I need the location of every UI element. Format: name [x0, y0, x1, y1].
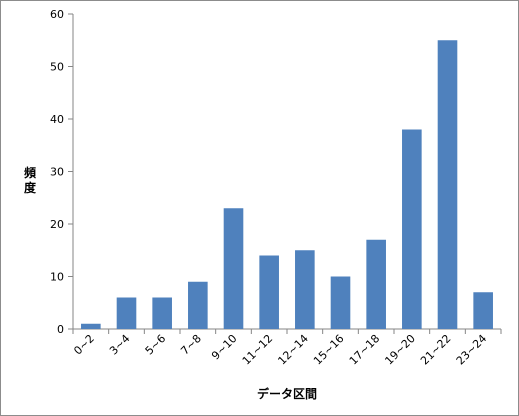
- bar: [81, 323, 101, 329]
- bar: [116, 297, 137, 329]
- x-tick-label: 0~2: [71, 332, 97, 358]
- x-tick-label: 17~18: [347, 332, 383, 368]
- x-axis-title: データ区間: [257, 386, 317, 401]
- bar: [437, 40, 458, 329]
- x-tick-label: 9~10: [209, 332, 240, 363]
- x-tick-label: 11~12: [240, 332, 276, 368]
- x-tick-label: 12~14: [275, 332, 311, 368]
- y-axis-title-char-2: 度: [24, 180, 37, 195]
- bar: [330, 276, 351, 329]
- x-tick-label: 21~22: [418, 332, 454, 368]
- bar: [366, 239, 386, 329]
- bar: [152, 297, 172, 329]
- y-tick-label: 20: [50, 218, 64, 231]
- y-tick-label: 40: [50, 113, 64, 126]
- axes: [68, 13, 502, 334]
- x-tick-label: 5~6: [143, 332, 169, 358]
- x-tick-label: 23~24: [454, 332, 490, 368]
- bar: [473, 292, 493, 329]
- y-tick-labels: 0 10 20 30 40 50 60: [50, 8, 64, 336]
- x-tick-label: 3~4: [107, 332, 133, 358]
- bar: [188, 281, 208, 329]
- y-tick-label: 60: [50, 8, 64, 21]
- bar: [223, 208, 244, 329]
- bar: [295, 250, 315, 329]
- bar: [402, 129, 422, 329]
- x-tick-label: 15~16: [311, 332, 347, 368]
- y-tick-label: 0: [57, 323, 64, 336]
- y-tick-label: 10: [50, 271, 64, 284]
- y-tick-label: 50: [50, 61, 64, 74]
- bars: [81, 40, 493, 329]
- bar: [259, 255, 279, 329]
- y-tick-label: 30: [50, 166, 64, 179]
- y-axis-title-char-1: 頻: [24, 165, 36, 180]
- x-tick-label: 19~20: [382, 332, 418, 368]
- x-tick-label: 7~8: [178, 332, 204, 358]
- x-tick-labels: 0~2 3~4 5~6 7~8 9~10 11~12 12~14 15~16 17~18 19~2…: [71, 332, 489, 368]
